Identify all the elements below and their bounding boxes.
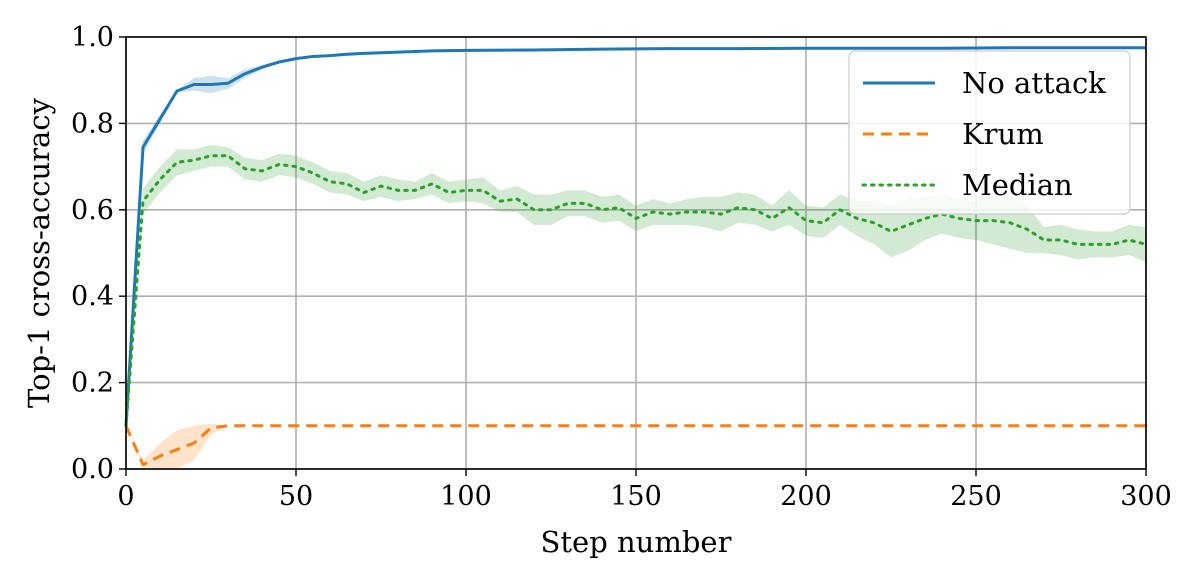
- tick-labels: 0 50 100 150 200 250 300 0.0 0.2 0.4 0.6 0.8 1.0: [71, 22, 1172, 512]
- series-lines: [124, 46, 1148, 467]
- legend-label-no-attack: No attack: [962, 66, 1106, 100]
- x-tick-label: 100: [440, 481, 492, 512]
- median-band: [126, 145, 1146, 426]
- y-axis-title: Top-1 cross-accuracy: [22, 97, 56, 408]
- axis-ticks: [119, 36, 1147, 476]
- y-tick-label: 0.2: [71, 368, 114, 399]
- x-tick-label: 300: [1120, 481, 1172, 512]
- legend-label-krum: Krum: [962, 117, 1044, 151]
- y-tick-label: 0.6: [71, 195, 114, 226]
- x-tick-label: 200: [780, 481, 832, 512]
- legend-entries: No attack Krum Median: [861, 66, 1106, 202]
- confidence-bands: [126, 46, 1146, 469]
- x-tick-label: 250: [950, 481, 1002, 512]
- y-tick-label: 1.0: [71, 22, 114, 53]
- x-tick-label: 150: [610, 481, 662, 512]
- no-attack-band: [126, 46, 1146, 426]
- legend-box: [848, 50, 1131, 215]
- legend-label-median: Median: [962, 168, 1073, 202]
- y-tick-label: 0.8: [71, 108, 114, 139]
- x-tick-label: 50: [279, 481, 313, 512]
- legend: No attack Krum Median: [848, 50, 1131, 215]
- y-tick-label: 0.4: [71, 281, 114, 312]
- no-attack-line: [124, 46, 1146, 426]
- x-tick-label: 0: [117, 481, 134, 512]
- median-line: [124, 154, 1148, 428]
- x-axis-title: Step number: [541, 525, 732, 559]
- y-tick-label: 0.0: [71, 454, 114, 485]
- krum-line: [124, 424, 1146, 467]
